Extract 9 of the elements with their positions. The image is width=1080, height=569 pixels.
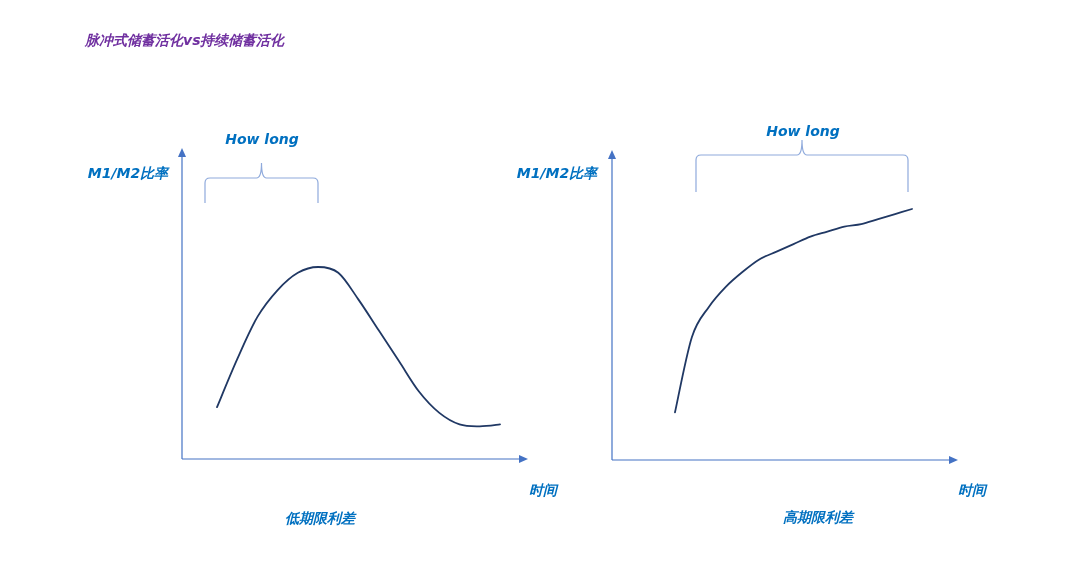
y-axis-title: M1/M2比率 (516, 165, 600, 181)
x-axis-title: 时间 (529, 482, 559, 498)
text: How long (225, 131, 299, 147)
y-axis-title: M1/M2比率 (87, 165, 171, 181)
text: 高期限利差 (783, 509, 855, 525)
chart-title: 脉冲式储蓄活化vs持续储蓄活化 (84, 32, 287, 48)
text: How long (766, 123, 840, 139)
text: 低期限利差 (285, 510, 357, 526)
x-axis-title: 时间 (958, 482, 988, 498)
